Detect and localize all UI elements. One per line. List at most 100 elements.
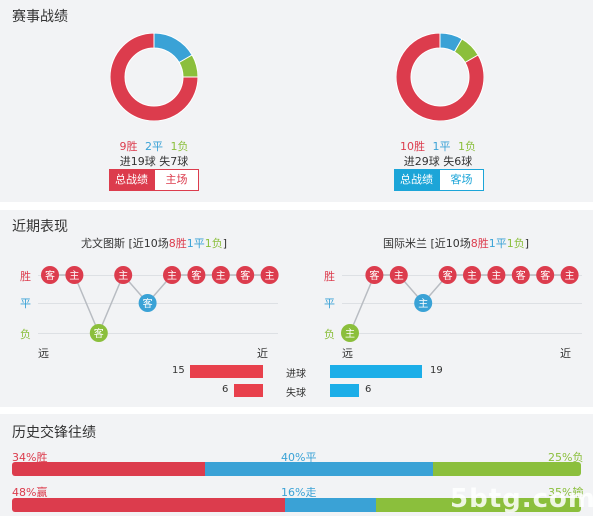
away-draw-count: 1平	[432, 140, 451, 153]
tab-overall[interactable]: 总战绩	[109, 169, 154, 191]
donut-slice-win	[110, 33, 198, 121]
match-venue-label: 主	[167, 270, 177, 282]
match-marker[interactable]: 主	[389, 266, 408, 284]
row-label-win: 胜	[324, 270, 335, 283]
form-loss: 1负	[506, 237, 525, 250]
match-marker[interactable]: 客	[89, 324, 108, 342]
match-venue-label: 客	[143, 297, 153, 310]
near-label: 近	[560, 347, 571, 360]
away-conceded-value: 6	[365, 384, 372, 395]
history-handicap-win-label: 48%赢	[12, 486, 48, 499]
match-marker[interactable]: 主	[463, 266, 481, 284]
history-win-label: 34%胜	[12, 451, 48, 464]
row-label-loss: 负	[324, 328, 335, 341]
tab-home[interactable]: 主场	[154, 169, 199, 191]
form-draw: 1平	[186, 237, 205, 250]
history-draw-label: 40%平	[281, 451, 317, 464]
match-marker[interactable]: 客	[365, 266, 384, 284]
gridline	[38, 333, 278, 334]
home-team-name[interactable]: 尤文图斯	[81, 237, 125, 250]
match-venue-label: 主	[265, 270, 275, 282]
away-scored-value: 19	[430, 365, 443, 376]
gridline	[342, 303, 582, 304]
match-marker[interactable]: 客	[41, 266, 59, 284]
season-record-section: 赛事战绩 9胜 2平 1负 进19球 失7球 总战绩 主场 10胜 1平 1负 …	[0, 0, 593, 202]
match-marker[interactable]: 主	[414, 294, 433, 312]
match-marker[interactable]: 主	[163, 266, 181, 284]
away-conceded-bar	[330, 384, 360, 397]
match-venue-label: 客	[516, 269, 526, 282]
match-marker[interactable]: 客	[438, 266, 457, 284]
donut-slice-win	[396, 33, 484, 121]
row-label-draw: 平	[324, 297, 335, 310]
history-result-bar	[12, 462, 581, 476]
match-marker[interactable]: 客	[138, 294, 157, 312]
match-marker[interactable]: 主	[114, 266, 133, 284]
away-record-line: 10胜 1平 1负	[338, 138, 538, 154]
history-segment	[205, 462, 434, 476]
home-draw-count: 2平	[145, 140, 163, 153]
away-form-chart: 主客 主主客主主客客主	[341, 266, 579, 342]
form-summary-suffix: ]	[524, 237, 530, 250]
match-marker[interactable]: 主	[211, 266, 230, 284]
gridline	[38, 303, 278, 304]
home-loss-count: 1负	[170, 140, 189, 153]
far-label: 远	[342, 347, 353, 360]
form-win: 8胜	[470, 237, 489, 250]
match-venue-label: 主	[467, 270, 477, 282]
section-title: 历史交锋往绩	[12, 425, 96, 441]
match-marker[interactable]: 主	[260, 266, 279, 284]
match-marker[interactable]: 主	[341, 324, 359, 342]
match-venue-label: 主	[216, 270, 226, 282]
match-marker[interactable]: 客	[536, 266, 555, 284]
match-venue-label: 客	[94, 327, 104, 340]
away-form-title: 国际米兰 [近10场8胜1平1负]	[383, 235, 529, 251]
match-venue-label: 客	[540, 269, 550, 282]
match-marker[interactable]: 主	[487, 266, 506, 284]
form-loss: 1负	[204, 237, 223, 250]
home-scored-bar	[190, 365, 263, 378]
match-marker[interactable]: 主	[65, 266, 84, 284]
home-form-chart: 客主客主客主客主客主	[41, 266, 279, 342]
match-venue-label: 客	[443, 269, 453, 282]
match-marker[interactable]: 客	[511, 266, 530, 284]
far-label: 远	[38, 347, 49, 360]
match-marker[interactable]: 客	[187, 266, 206, 284]
recent-form-section: 近期表现 尤文图斯 [近10场8胜1平1负] 胜 平 负 客主客主客主客主客主 …	[0, 210, 593, 407]
match-venue-label: 主	[69, 270, 79, 282]
tab-overall[interactable]: 总战绩	[394, 169, 439, 191]
home-conceded-value: 6	[222, 384, 229, 395]
scored-label: 进球	[286, 369, 306, 380]
form-summary-prefix: [近10场	[430, 237, 471, 250]
match-venue-label: 主	[118, 270, 128, 282]
match-venue-label: 主	[418, 298, 428, 310]
history-segment	[433, 462, 581, 476]
gridline	[342, 333, 582, 334]
home-record-line: 9胜 2平 1负	[54, 138, 254, 154]
section-title: 近期表现	[12, 219, 68, 235]
form-summary-suffix: ]	[222, 237, 228, 250]
match-venue-label: 主	[345, 328, 355, 340]
history-segment	[12, 498, 286, 512]
match-venue-label: 主	[394, 270, 404, 282]
match-venue-label: 客	[191, 269, 201, 282]
away-loss-count: 1负	[458, 140, 476, 153]
match-venue-label: 主	[565, 270, 575, 282]
home-scored-value: 15	[172, 365, 185, 376]
match-marker[interactable]: 主	[560, 266, 579, 284]
row-label-win: 胜	[20, 270, 31, 283]
match-venue-label: 主	[491, 270, 501, 282]
row-label-loss: 负	[20, 328, 31, 341]
home-win-count: 9胜	[119, 140, 138, 153]
match-venue-label: 客	[45, 269, 55, 282]
home-record-tabs: 总战绩 主场	[109, 169, 199, 191]
history-segment	[376, 498, 581, 512]
away-team-name[interactable]: 国际米兰	[383, 237, 427, 250]
home-goals-summary: 进19球 失7球	[119, 155, 189, 168]
history-segment	[285, 498, 377, 512]
home-form-title: 尤文图斯 [近10场8胜1平1负]	[81, 235, 227, 251]
away-win-count: 10胜	[400, 140, 425, 153]
tab-away[interactable]: 客场	[439, 169, 484, 191]
history-segment	[12, 462, 206, 476]
match-marker[interactable]: 客	[236, 266, 255, 284]
